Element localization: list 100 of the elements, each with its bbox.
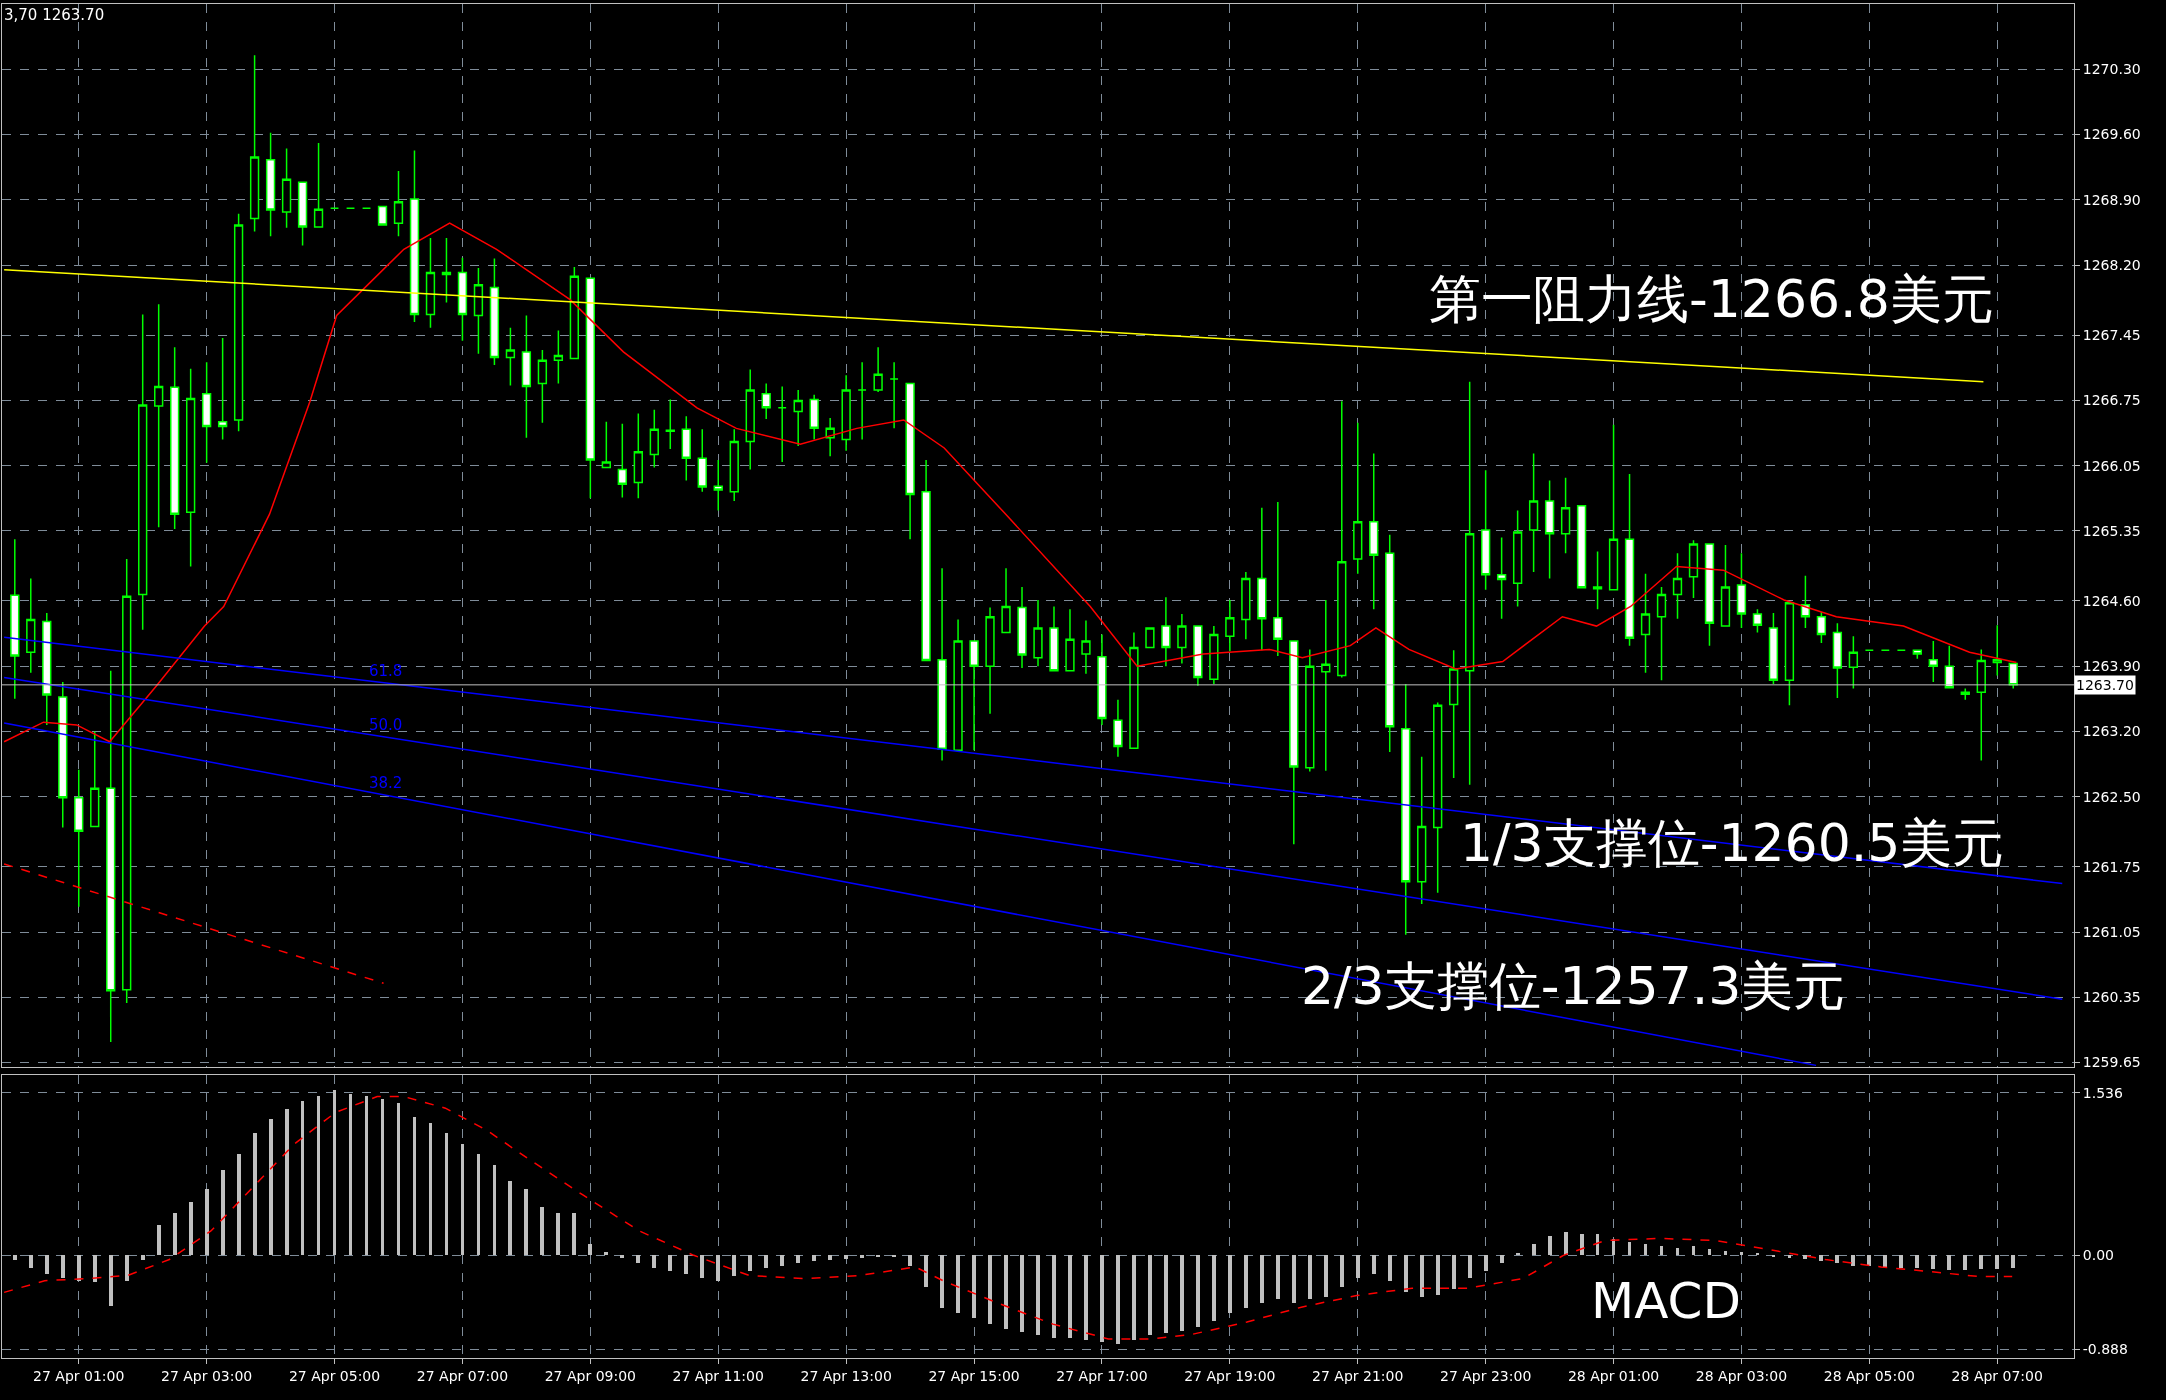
bar bbox=[205, 1189, 209, 1256]
candlestick bbox=[553, 329, 564, 385]
x-tick-label: 28 Apr 01:00 bbox=[1567, 1367, 1660, 1384]
bar bbox=[349, 1094, 352, 1256]
bar bbox=[61, 1255, 65, 1279]
bar bbox=[1756, 1253, 1759, 1256]
candlestick bbox=[1049, 605, 1059, 672]
candlestick bbox=[1928, 640, 1938, 683]
x-tick-label: 27 Apr 05:00 bbox=[288, 1367, 381, 1384]
candlestick bbox=[201, 361, 212, 464]
bar bbox=[684, 1255, 688, 1275]
bar bbox=[1899, 1255, 1903, 1269]
y-tick-label: 1259.65 bbox=[2082, 1054, 2141, 1071]
candlestick bbox=[1241, 571, 1251, 640]
bar bbox=[1436, 1255, 1440, 1296]
candlestick bbox=[1688, 539, 1699, 599]
candlestick bbox=[170, 346, 180, 530]
bar bbox=[141, 1255, 145, 1261]
bar bbox=[1020, 1255, 1024, 1333]
candlestick bbox=[953, 618, 963, 751]
bar bbox=[1803, 1255, 1807, 1260]
bar bbox=[1180, 1255, 1184, 1332]
candlestick bbox=[233, 213, 244, 432]
candlestick bbox=[1672, 552, 1683, 620]
bar bbox=[1740, 1252, 1743, 1256]
bar bbox=[972, 1255, 976, 1319]
candlestick bbox=[1465, 380, 1475, 786]
candlestick bbox=[1033, 599, 1043, 667]
bar bbox=[413, 1117, 416, 1256]
candlestick bbox=[1608, 423, 1619, 591]
candlestick bbox=[1385, 533, 1395, 753]
bar bbox=[1308, 1255, 1312, 1300]
bar bbox=[1995, 1255, 1999, 1270]
candlestick bbox=[537, 349, 548, 424]
bar bbox=[269, 1119, 273, 1256]
bar bbox=[812, 1255, 816, 1262]
bar bbox=[1036, 1255, 1040, 1336]
candlestick bbox=[297, 181, 308, 247]
candlestick bbox=[1480, 469, 1491, 591]
candlestick bbox=[1129, 631, 1139, 750]
candlestick bbox=[1225, 599, 1235, 653]
ref-line-label: 1263.70 bbox=[2076, 677, 2134, 693]
bar bbox=[1516, 1253, 1520, 1256]
bar bbox=[1835, 1255, 1839, 1264]
bar bbox=[333, 1090, 336, 1256]
candlestick bbox=[1896, 649, 1906, 652]
x-tick-label: 27 Apr 13:00 bbox=[800, 1367, 892, 1384]
bar bbox=[301, 1101, 304, 1256]
x-tick-label: 28 Apr 07:00 bbox=[1951, 1367, 2043, 1384]
bar bbox=[572, 1213, 576, 1256]
y-tick-label: 1.536 bbox=[2082, 1084, 2123, 1101]
bar bbox=[652, 1255, 656, 1269]
bar bbox=[1164, 1255, 1168, 1334]
bar bbox=[1372, 1255, 1376, 1275]
bar bbox=[892, 1255, 896, 1258]
y-tick-label: 1266.05 bbox=[2082, 457, 2141, 474]
bar bbox=[908, 1255, 912, 1267]
bar bbox=[1484, 1255, 1488, 1272]
candlestick bbox=[617, 422, 627, 499]
bar bbox=[988, 1255, 992, 1325]
candlestick bbox=[1704, 543, 1715, 647]
x-tick-label: 27 Apr 01:00 bbox=[33, 1367, 125, 1384]
bar bbox=[764, 1255, 768, 1269]
candlestick bbox=[1496, 536, 1507, 620]
candlestick bbox=[905, 382, 915, 541]
x-tick-label: 27 Apr 09:00 bbox=[544, 1367, 636, 1384]
candlestick bbox=[1145, 627, 1155, 649]
y-tick-label: 1263.20 bbox=[2082, 723, 2141, 740]
y-tick-label: 1268.20 bbox=[2082, 257, 2141, 274]
y-tick-label: 1260.35 bbox=[2082, 989, 2141, 1006]
bar bbox=[1132, 1255, 1136, 1341]
bar bbox=[540, 1207, 544, 1256]
candlestick bbox=[265, 131, 276, 237]
x-tick-label: 27 Apr 03:00 bbox=[161, 1367, 253, 1384]
candlestick bbox=[633, 412, 643, 500]
x-tick-label: 27 Apr 19:00 bbox=[1184, 1367, 1276, 1384]
bar bbox=[445, 1133, 448, 1256]
bar bbox=[1388, 1255, 1392, 1282]
candlestick bbox=[441, 237, 452, 304]
candlestick bbox=[1193, 625, 1203, 687]
y-tick-label: 1268.90 bbox=[2082, 191, 2141, 208]
bar bbox=[1724, 1251, 1727, 1256]
candlestick bbox=[1992, 624, 2002, 677]
candlestick bbox=[1848, 635, 1859, 690]
candlestick bbox=[217, 337, 228, 441]
candlestick bbox=[473, 267, 484, 355]
bar bbox=[109, 1255, 113, 1307]
x-tick-label: 28 Apr 05:00 bbox=[1823, 1367, 1915, 1384]
candlestick bbox=[809, 394, 819, 441]
candlestick bbox=[1257, 506, 1267, 652]
candlestick bbox=[185, 367, 196, 568]
candlestick bbox=[1800, 574, 1811, 629]
bar bbox=[1788, 1255, 1791, 1259]
y-tick-label: 1266.75 bbox=[2082, 392, 2141, 409]
bar bbox=[1580, 1234, 1584, 1256]
bar bbox=[1772, 1255, 1775, 1258]
candlestick bbox=[122, 558, 132, 1004]
candlestick bbox=[969, 640, 979, 751]
candlestick bbox=[58, 681, 68, 829]
candlestick bbox=[1305, 648, 1315, 773]
